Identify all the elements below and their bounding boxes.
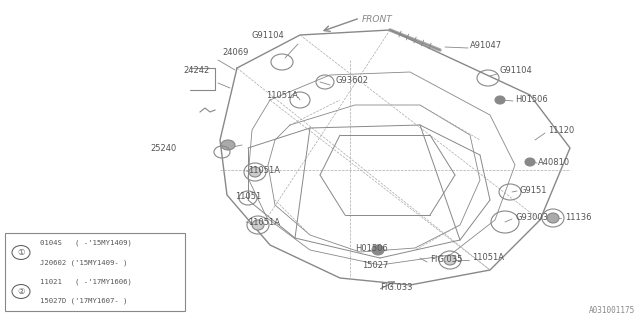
Text: 11051A: 11051A <box>472 253 504 262</box>
Ellipse shape <box>249 167 261 177</box>
Text: 11120: 11120 <box>548 125 574 134</box>
Text: G93602: G93602 <box>335 76 368 84</box>
Text: H01506: H01506 <box>515 94 548 103</box>
Ellipse shape <box>525 158 535 166</box>
Text: A40810: A40810 <box>538 157 570 166</box>
Text: H01506: H01506 <box>355 244 388 252</box>
FancyBboxPatch shape <box>5 233 185 311</box>
Text: FIG.035: FIG.035 <box>430 255 462 265</box>
Text: G93003: G93003 <box>515 212 548 221</box>
Text: A91047: A91047 <box>470 41 502 50</box>
Text: G91104: G91104 <box>500 66 532 75</box>
Ellipse shape <box>444 255 456 265</box>
Text: 24069: 24069 <box>222 47 248 57</box>
Text: 24242: 24242 <box>183 66 209 75</box>
Text: FIG.033: FIG.033 <box>380 284 413 292</box>
Ellipse shape <box>221 140 235 150</box>
Text: 11051A: 11051A <box>248 218 280 227</box>
Ellipse shape <box>547 213 559 223</box>
Text: FRONT: FRONT <box>362 15 393 24</box>
Text: 0104S   ( -'15MY1409): 0104S ( -'15MY1409) <box>40 239 132 246</box>
Text: 11136: 11136 <box>565 212 591 221</box>
Ellipse shape <box>495 96 505 104</box>
Text: 11051A: 11051A <box>248 165 280 174</box>
Text: ①: ① <box>17 248 25 257</box>
Text: 15027: 15027 <box>362 260 388 269</box>
Text: A031001175: A031001175 <box>589 306 635 315</box>
Text: 11051A: 11051A <box>266 91 298 100</box>
Text: 11021   ( -'17MY1606): 11021 ( -'17MY1606) <box>40 278 132 285</box>
Text: 25240: 25240 <box>150 143 176 153</box>
Ellipse shape <box>252 220 264 230</box>
Text: 11051: 11051 <box>235 191 261 201</box>
Text: ②: ② <box>17 287 25 296</box>
Text: 15027D ('17MY1607- ): 15027D ('17MY1607- ) <box>40 298 127 305</box>
Ellipse shape <box>372 245 384 255</box>
Text: G9151: G9151 <box>520 186 547 195</box>
Text: G91104: G91104 <box>252 30 285 39</box>
Text: J20602 ('15MY1409- ): J20602 ('15MY1409- ) <box>40 259 127 266</box>
